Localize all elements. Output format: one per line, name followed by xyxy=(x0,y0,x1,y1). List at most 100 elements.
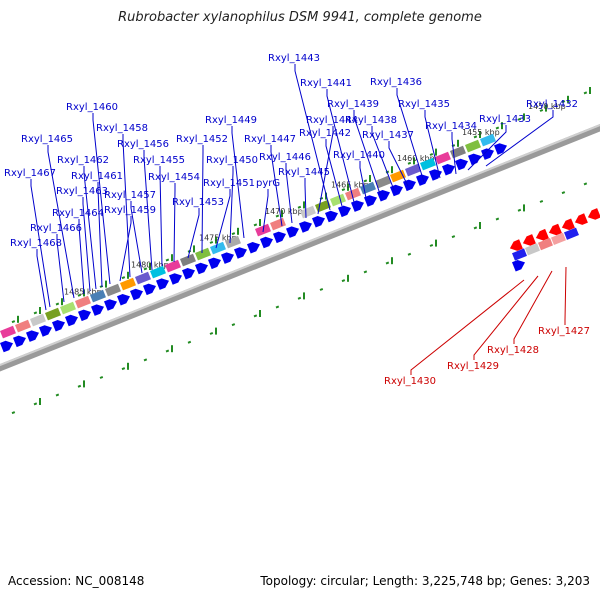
reverse-arrow xyxy=(574,213,588,225)
reverse-arrow xyxy=(509,239,523,251)
cog-block xyxy=(564,227,579,240)
forward-arrow xyxy=(130,288,143,301)
scale-dot xyxy=(99,375,104,379)
leader-line xyxy=(388,141,409,187)
forward-arrow xyxy=(234,247,247,259)
scale-dot xyxy=(341,279,346,283)
scale-dot xyxy=(55,302,60,306)
gene-label: pyrG xyxy=(256,178,280,189)
scale-dot xyxy=(495,217,500,221)
scale-dot xyxy=(143,358,148,362)
forward-arrow xyxy=(273,231,286,244)
lower-scale-ticks xyxy=(39,204,525,405)
cog-block xyxy=(450,145,466,159)
forward-arrow xyxy=(65,314,78,327)
forward-arrow xyxy=(455,158,468,171)
leader-line xyxy=(231,126,245,239)
gene-label: Rxyl_1466 xyxy=(30,223,82,234)
gene-label: Rxyl_1435 xyxy=(398,99,450,110)
cog-block xyxy=(538,238,553,251)
scale-dot xyxy=(187,340,192,344)
scale-dot xyxy=(77,384,82,388)
gene-label: Rxyl_1438 xyxy=(345,115,397,126)
forward-arrow xyxy=(377,190,390,202)
forward-arrow xyxy=(156,278,169,290)
gene-label: Rxyl_1441 xyxy=(300,78,352,89)
leader-line xyxy=(353,110,381,195)
scale-dot xyxy=(495,126,500,130)
gene-label: Rxyl_1430 xyxy=(384,376,436,387)
scale-dot xyxy=(231,323,236,327)
forward-arrow xyxy=(494,143,507,155)
forward-arrow xyxy=(481,148,494,160)
leader-line xyxy=(187,208,200,259)
gene-label: Rxyl_1464 xyxy=(52,208,104,219)
forward-arrow xyxy=(260,236,273,249)
scale-dot xyxy=(275,214,280,218)
backbone-highlight xyxy=(0,124,600,367)
forward-arrow xyxy=(182,268,195,280)
scale-dot xyxy=(33,402,38,406)
cog-block xyxy=(360,181,376,195)
leader-line xyxy=(82,197,91,292)
leader-line xyxy=(317,126,334,215)
forward-arrow xyxy=(26,330,39,342)
leader-line xyxy=(215,189,231,249)
cog-block xyxy=(0,325,16,339)
scale-dot xyxy=(517,117,522,121)
leader-line xyxy=(285,163,293,224)
cog-block xyxy=(270,217,286,231)
gene-label: Rxyl_1461 xyxy=(71,171,123,182)
scale-dot xyxy=(363,270,368,274)
gene-label: Rxyl_1449 xyxy=(205,115,257,126)
gene-label: Rxyl_1442 xyxy=(299,128,351,139)
leader-line xyxy=(270,145,283,227)
gene-label: Rxyl_1433 xyxy=(479,114,531,125)
forward-arrow xyxy=(13,335,26,348)
scale-dot xyxy=(253,223,258,227)
scale-dot xyxy=(121,367,126,371)
gene-label: Rxyl_1462 xyxy=(57,155,109,166)
leader-line xyxy=(30,179,51,308)
scale-dot xyxy=(429,152,434,156)
forward-arrow xyxy=(143,283,156,296)
gene-label: Rxyl_1455 xyxy=(133,155,185,166)
cog-block xyxy=(45,307,61,321)
leader-line xyxy=(122,134,131,278)
backbone xyxy=(0,124,600,372)
gene-label: Rxyl_1429 xyxy=(447,361,499,372)
cog-block xyxy=(225,235,241,249)
gene-label: Rxyl_1440 xyxy=(333,150,385,161)
scale-label: 1450 kbp xyxy=(528,102,566,111)
leader-line xyxy=(130,201,143,274)
scale-dot xyxy=(297,205,302,209)
reverse-arrow xyxy=(561,218,575,231)
gene-label: Rxyl_1467 xyxy=(4,168,56,179)
scale-dot xyxy=(473,226,478,230)
cog-block xyxy=(435,151,451,165)
cog-block xyxy=(210,241,226,255)
gene-label: Rxyl_1458 xyxy=(96,123,148,134)
forward-arrow xyxy=(91,304,104,316)
cog-block xyxy=(105,283,121,297)
cog-block xyxy=(15,319,31,333)
leader-line xyxy=(92,113,111,285)
cog-block xyxy=(330,193,346,207)
cog-block xyxy=(180,253,196,267)
leader-line xyxy=(119,216,132,282)
scale-dot xyxy=(561,191,566,195)
forward-arrow xyxy=(325,210,338,223)
gene-label: Rxyl_1465 xyxy=(21,134,73,145)
accession-label: Accession: NC_008148 xyxy=(8,574,145,588)
scale-dot xyxy=(209,240,214,244)
scale-label: 1475 kbp xyxy=(199,233,237,242)
scale-dot xyxy=(33,311,38,315)
scale-dot xyxy=(77,293,82,297)
scale-dot xyxy=(319,287,324,291)
scale-label: 1470 kbp xyxy=(265,207,303,216)
forward-arrow xyxy=(390,184,403,197)
cog-block xyxy=(135,271,151,285)
reverse-arrow xyxy=(535,228,549,241)
forward-arrow xyxy=(39,325,52,337)
